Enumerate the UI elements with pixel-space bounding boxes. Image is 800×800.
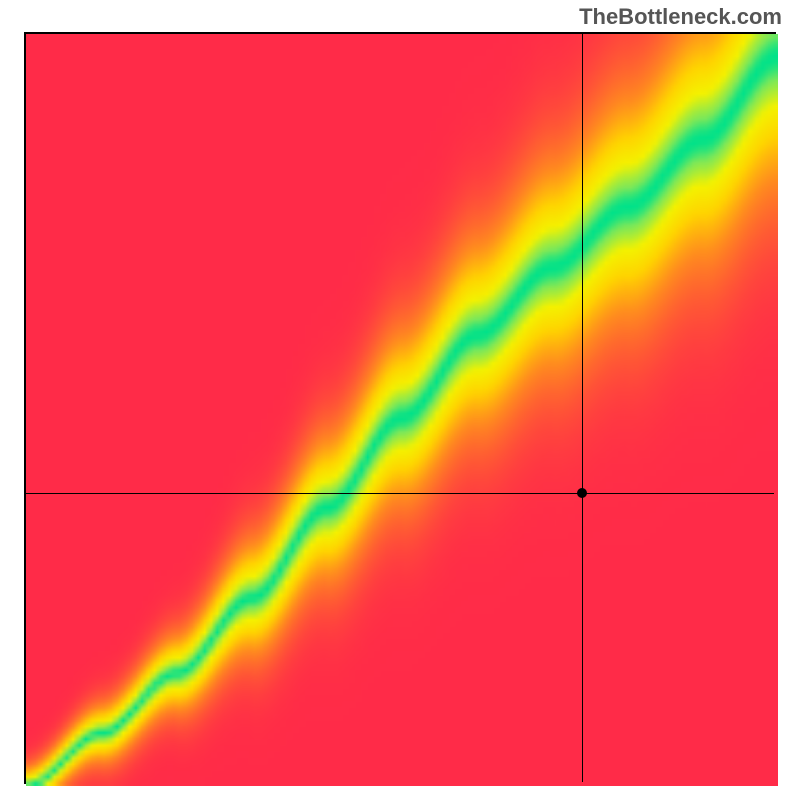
crosshair-vertical (582, 34, 583, 782)
plot-area (24, 32, 776, 784)
attribution-text: TheBottleneck.com (579, 4, 782, 30)
crosshair-marker (577, 488, 587, 498)
crosshair-horizontal (26, 493, 774, 494)
heatmap-canvas (26, 34, 778, 786)
chart-container: TheBottleneck.com (0, 0, 800, 800)
